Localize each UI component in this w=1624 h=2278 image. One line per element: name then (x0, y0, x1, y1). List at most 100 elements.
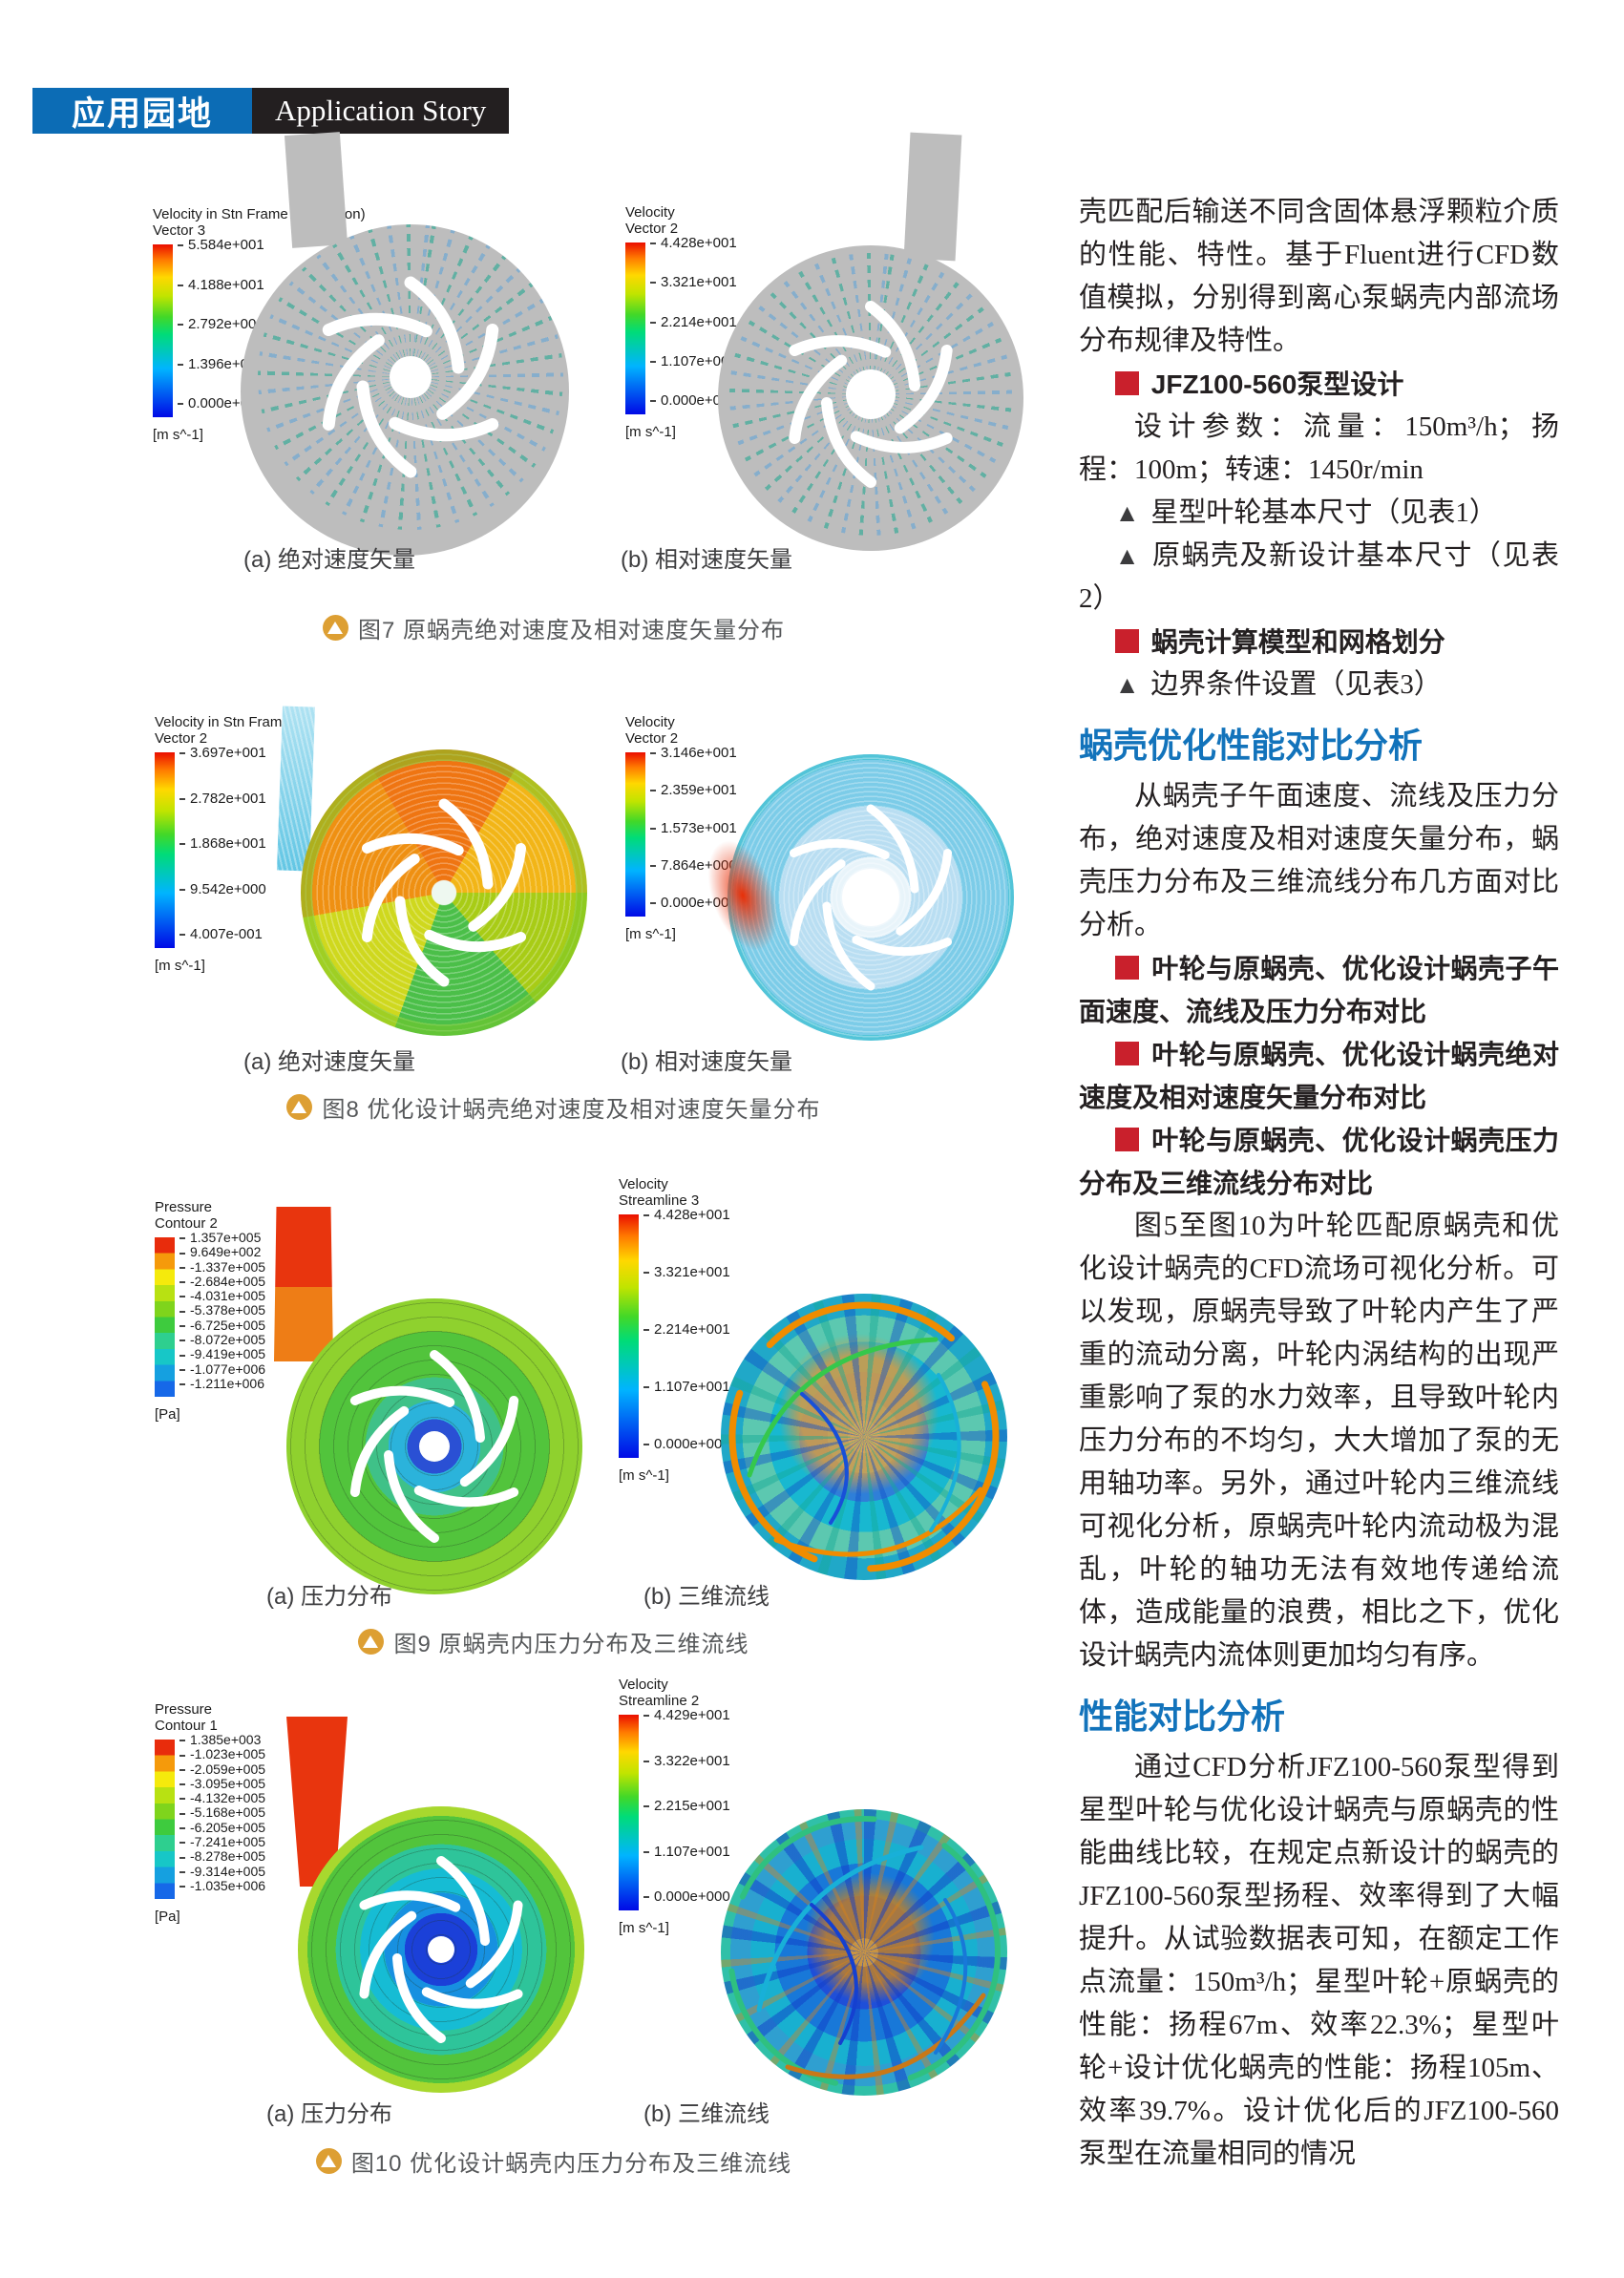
design-parameters-paragraph: 设计参数：流量：150m³/h；扬程：100m；转速：1450r/min (1079, 411, 1559, 485)
fig9-legend-a: Pressure Contour 2 1.357e+005 9.649e+002 -… (155, 1199, 265, 1423)
legend-tick: 4.428e+001 (643, 1208, 730, 1222)
legend-unit: [m s^-1] (625, 926, 676, 942)
fig7-image-a (229, 132, 611, 556)
fig10-image-a (234, 1717, 635, 2108)
legend-tick-list: 3.697e+001 2.782e+001 1.868e+001 9.542e+000… (179, 746, 266, 941)
section-bullet-pressure-streamline: 叶轮与原蜗壳、优化设计蜗壳压力分布及三维流线分布对比 (1079, 1126, 1559, 1198)
legend-tick: -1.211e+006 (179, 1377, 265, 1390)
colorbar (155, 1237, 175, 1397)
fig8-legend-a: Velocity in Stn Frame Vector 2 3.697e+00… (155, 714, 290, 974)
legend-tick: -4.031e+005 (179, 1289, 265, 1302)
legend-tick: -1.023e+005 (179, 1747, 265, 1761)
legend-tick: -9.314e+005 (179, 1865, 265, 1878)
legend-unit: [Pa] (155, 1909, 180, 1925)
cfd-discussion-paragraph: 图5至图10为叶轮匹配原蜗壳和优化设计蜗壳的CFD流场可视化分析。可以发现，原蜗… (1079, 1211, 1559, 1671)
inlet-pipe-pressure (274, 1207, 333, 1361)
analysis-intro-paragraph: 从蜗壳子午面速度、流线及压力分布，绝对速度及相对速度矢量分布，蜗壳压力分布及三维… (1079, 781, 1559, 940)
legend-tick: -8.072e+005 (179, 1333, 265, 1346)
impeller-blades (301, 749, 587, 1036)
legend-tick: -2.684e+005 (179, 1275, 265, 1288)
caption-triangle-icon (286, 1094, 313, 1120)
legend-tick-list: 1.385e+003 -1.023e+005 -2.059e+005 -3.095e+… (179, 1733, 265, 1892)
legend-tick: 1.107e+001 (643, 1845, 730, 1859)
legend-tick: 3.321e+001 (650, 275, 737, 289)
legend-unit: [m s^-1] (619, 1467, 669, 1484)
fig8-caption: 图8 优化设计蜗壳绝对速度及相对速度矢量分布 (95, 1090, 1012, 1124)
impeller-blades (258, 224, 563, 530)
header-en-title: Application Story (275, 94, 487, 127)
impeller-hub (428, 1936, 454, 1963)
legend-tick: -5.378e+005 (179, 1303, 265, 1317)
legend-tick: 4.428e+001 (650, 236, 737, 250)
performance-paragraph: 通过CFD分析JFZ100-560泵型得到星型叶轮与优化设计蜗壳与原蜗壳的性能曲… (1079, 1752, 1559, 2169)
fig9-panel-a-label: (a) 压力分布 (266, 1584, 392, 1610)
legend-tick: -1.337e+005 (179, 1260, 265, 1274)
colorbar (619, 1214, 639, 1458)
red-square-icon (1114, 956, 1139, 980)
volute-outlet-pipe (903, 132, 962, 262)
legend-tick: -1.035e+006 (179, 1879, 265, 1892)
red-square-icon (1114, 371, 1139, 395)
triangle-bullet-icon: ▲ (1114, 671, 1140, 699)
fig9-image-b (716, 1289, 1012, 1585)
streamline-arcs (728, 1301, 1000, 1572)
legend-tick: 2.359e+001 (650, 783, 737, 797)
fig9-panel-b-label: (b) 三维流线 (643, 1584, 770, 1610)
legend-tick: -1.077e+006 (179, 1362, 265, 1376)
legend-tick: 1.385e+003 (179, 1733, 265, 1746)
legend-tick: 2.214e+001 (643, 1322, 730, 1337)
impeller-blades (298, 1806, 584, 2093)
fig8-image-b (694, 707, 1023, 1050)
legend-tick: 3.146e+001 (650, 746, 737, 760)
impeller-blades (286, 1298, 582, 1594)
legend-tick: -6.205e+005 (179, 1821, 265, 1834)
fig10-panel-a-label: (a) 压力分布 (266, 2101, 392, 2127)
colorbar (619, 1715, 639, 1910)
legend-title: Pressure Contour 2 (155, 1199, 218, 1232)
legend-tick: -8.278e+005 (179, 1849, 265, 1863)
fig10-image-b (716, 1806, 1012, 2102)
fig9-legend-b: Velocity Streamline 3 4.428e+001 3.321e+0… (619, 1176, 730, 1484)
header-en-box: Application Story (252, 88, 510, 134)
fig7-legend-b: Velocity Vector 2 4.428e+001 3.321e+001 2.… (625, 204, 737, 440)
legend-unit: [Pa] (155, 1406, 180, 1423)
fig7-panel-b-label: (b) 相对速度矢量 (621, 547, 792, 573)
fig7-image-b (718, 132, 1033, 552)
fig10-legend-a: Pressure Contour 1 1.385e+003 -1.023e+005… (155, 1701, 265, 1925)
legend-tick: 1.573e+001 (650, 821, 737, 835)
legend-tick: -9.419e+005 (179, 1347, 265, 1360)
legend-tick: 0.000e+000 (643, 1889, 730, 1904)
legend-tick: -2.059e+005 (179, 1762, 265, 1776)
legend-unit: [m s^-1] (153, 427, 203, 443)
section-bullet-mesh: 蜗壳计算模型和网格划分 (1079, 621, 1559, 664)
legend-title: Velocity in Stn Frame Vector 2 (155, 714, 290, 747)
fig8-panel-b-label: (b) 相对速度矢量 (621, 1049, 792, 1075)
colorbar (155, 752, 175, 948)
fig8-panel-a-label: (a) 绝对速度矢量 (243, 1049, 415, 1075)
colorbar (153, 244, 173, 417)
legend-title: Velocity Vector 2 (625, 204, 679, 237)
legend-tick: 2.792e+001 (178, 317, 264, 331)
colorbar (155, 1740, 175, 1899)
section-bullet-meridional: 叶轮与原蜗壳、优化设计蜗壳子午面速度、流线及压力分布对比 (1079, 954, 1559, 1026)
legend-tick: 4.429e+001 (643, 1708, 730, 1722)
caption-triangle-icon (322, 615, 348, 641)
legend-title: Velocity Streamline 3 (619, 1176, 700, 1209)
legend-tick-list: 4.429e+001 3.322e+001 2.215e+001 1.107e+001… (643, 1708, 730, 1904)
header-bar: 应用园地 Application Story (32, 88, 510, 134)
legend-unit: [m s^-1] (619, 1920, 669, 1936)
legend-title: Velocity Streamline 2 (619, 1677, 700, 1709)
legend-tick: 3.697e+001 (179, 746, 266, 760)
legend-tick: 1.868e+001 (179, 836, 266, 851)
legend-tick: 2.782e+001 (179, 791, 266, 806)
legend-tick: -6.725e+005 (179, 1318, 265, 1332)
continuation-paragraph: 壳匹配后输送不同含固体悬浮颗粒介质的性能、特性。基于Fluent进行CFD数值模… (1079, 197, 1559, 356)
caption-triangle-icon (315, 2148, 342, 2174)
section-heading-optimization: 蜗壳优化性能对比分析 (1079, 726, 1424, 765)
section-bullet-jfz-design: JFZ100-560泵型设计 (1079, 363, 1559, 406)
legend-tick: 0.000e+000 (643, 1437, 730, 1451)
impeller-blades (728, 754, 1014, 1041)
fig9-image-a (234, 1205, 635, 1606)
caption-triangle-icon (358, 1629, 385, 1655)
